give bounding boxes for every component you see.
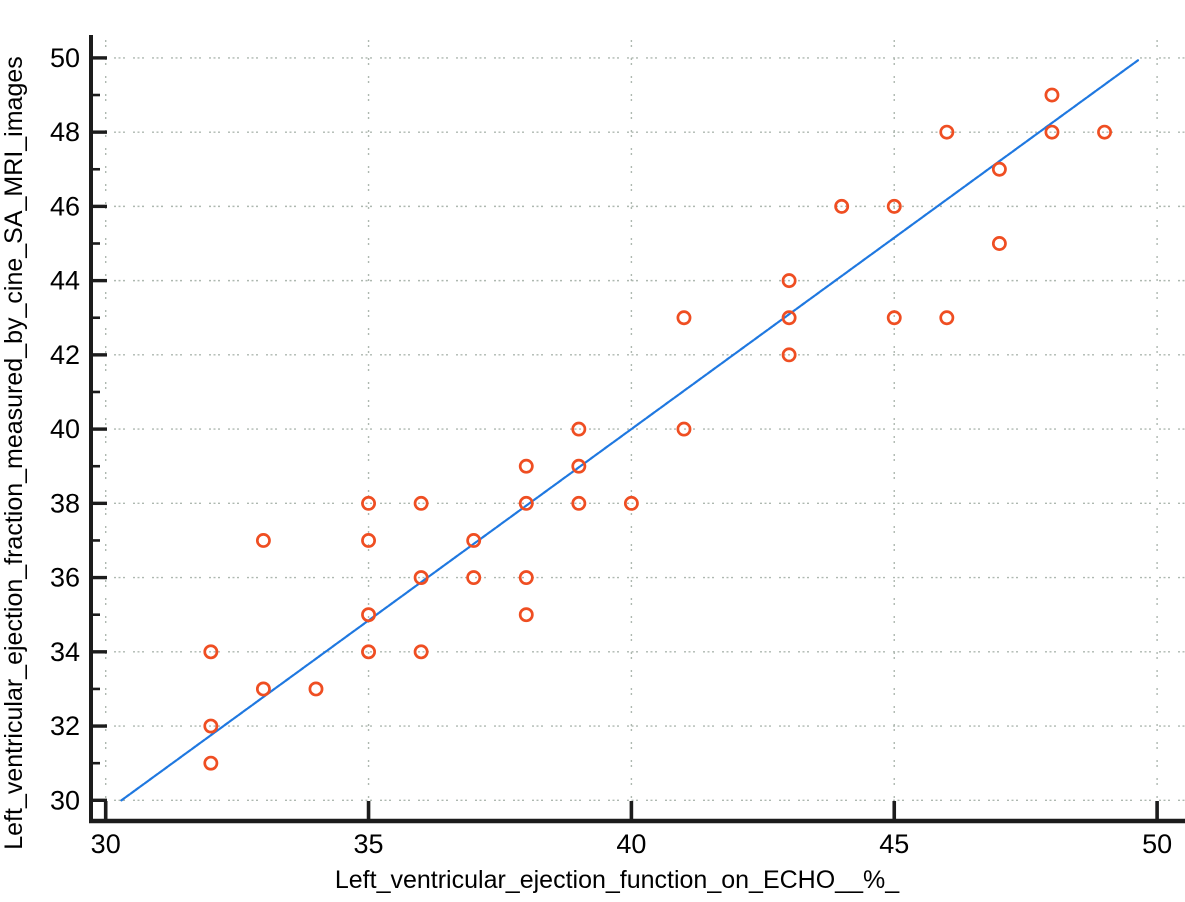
data-point [886,310,902,326]
axes-layer [89,35,1185,824]
data-point [361,644,376,660]
data-point [361,607,376,623]
data-point [939,124,955,140]
data-point [518,570,534,586]
fit-line [120,58,1140,802]
data-point [255,533,271,548]
data-point [939,310,955,326]
x-tick-label: 40 [616,829,646,859]
data-point [518,495,534,511]
x-tick-label: 35 [354,829,384,859]
data-point [308,681,324,697]
tick-labels-layer: 30 35 40 45 50 30 32 34 36 38 40 42 44 46 48 50 [50,43,1172,859]
ticks-layer [93,56,1159,819]
data-point [676,421,692,437]
y-tick-label: 34 [50,637,80,667]
y-tick-label: 44 [50,266,80,296]
data-point [413,644,429,660]
data-point [203,755,219,771]
data-point [886,198,902,214]
data-point [571,495,587,511]
x-tick-label: 50 [1142,829,1172,859]
data-point [466,570,482,586]
y-tick-label: 40 [50,414,80,444]
y-tick-label: 42 [50,340,80,370]
data-point [518,458,534,474]
data-point [1044,124,1060,140]
data-point [781,347,797,363]
data-point [466,533,482,548]
data-point [361,495,376,511]
data-point [203,644,219,660]
data-point [203,718,219,734]
data-point [571,458,587,474]
data-point [518,607,534,623]
data-point [413,495,429,511]
y-tick-label: 38 [50,488,80,518]
data-points-layer [203,87,1112,771]
x-tick-label: 45 [879,829,909,859]
y-tick-label: 48 [50,117,80,147]
x-tick-label: 30 [91,829,121,859]
data-point [1044,87,1060,103]
fit-line-layer [120,58,1140,802]
y-axis-label: Left_ventricular_ejection_fraction_measu… [0,56,28,850]
y-tick-label: 32 [50,711,80,741]
y-tick-label: 50 [50,43,80,73]
y-tick-label: 36 [50,563,80,593]
data-point [361,533,376,548]
y-tick-label: 46 [50,191,80,221]
y-tick-label: 30 [50,785,80,815]
x-axis-label: Left_ventricular_ejection_function_on_EC… [335,866,900,894]
grid-layer [95,40,1185,818]
data-point [413,570,429,586]
data-point [255,681,271,697]
data-point [1097,124,1112,140]
data-point [781,273,797,289]
data-point [991,161,1007,177]
data-point [676,310,692,326]
data-point [781,310,797,326]
data-point [834,198,850,214]
data-point [571,421,587,437]
data-point [991,236,1007,251]
data-point [623,495,639,511]
